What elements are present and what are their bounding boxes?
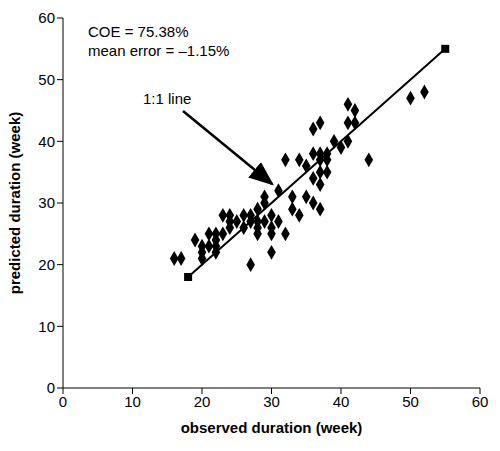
svg-text:30: 30 — [38, 194, 55, 211]
svg-text:20: 20 — [38, 256, 55, 273]
html-text:mean error = –1.15%: mean error = –1.15% — [88, 42, 230, 59]
html-text:COE = 75.38%: COE = 75.38% — [88, 23, 189, 40]
svg-text:0: 0 — [47, 379, 55, 396]
svg-text:60: 60 — [472, 393, 489, 410]
html-text:1:1 line: 1:1 line — [143, 90, 192, 107]
svg-text:10: 10 — [38, 318, 55, 335]
svg-text:30: 30 — [263, 393, 280, 410]
svg-text:50: 50 — [402, 393, 419, 410]
svg-text:50: 50 — [38, 71, 55, 88]
svg-text:60: 60 — [38, 9, 55, 26]
svg-text:20: 20 — [194, 393, 211, 410]
svg-text:predicted duration (week): predicted duration (week) — [8, 112, 23, 295]
svg-text:40: 40 — [38, 133, 55, 150]
svg-text:40: 40 — [333, 393, 350, 410]
svg-text:observed duration (week): observed duration (week) — [181, 419, 363, 436]
svg-text:0: 0 — [59, 393, 67, 410]
svg-text:10: 10 — [124, 393, 141, 410]
